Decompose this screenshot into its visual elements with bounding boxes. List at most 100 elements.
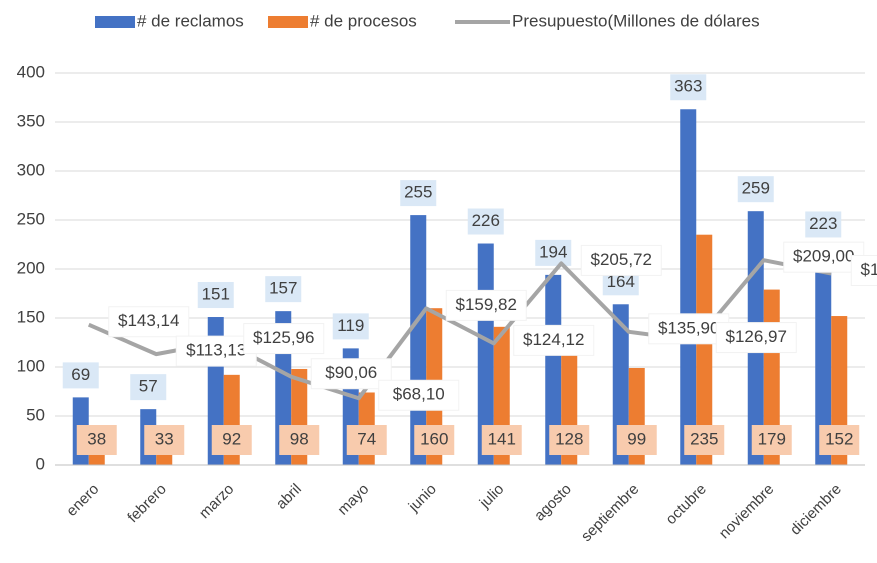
data-label: 119	[337, 316, 364, 335]
data-label-box	[715, 322, 797, 354]
x-tick-label: abril	[273, 481, 305, 513]
data-label-box	[130, 374, 167, 401]
y-tick-label: 100	[17, 356, 45, 375]
data-label-box	[535, 239, 572, 266]
data-label-box	[670, 74, 707, 101]
x-tick-label: junio	[405, 481, 440, 516]
data-label: 226	[472, 211, 500, 230]
data-label-box	[76, 425, 117, 455]
x-tick-label: diciembre	[787, 481, 845, 539]
y-tick-label: 400	[17, 62, 45, 81]
data-label: 164	[607, 272, 635, 291]
data-label: 98	[290, 429, 309, 448]
data-label: 57	[139, 377, 158, 396]
data-label-box	[616, 425, 657, 455]
bar	[696, 234, 713, 465]
data-label-box	[467, 208, 504, 235]
data-label-box	[684, 425, 725, 455]
data-label: 92	[222, 429, 241, 448]
legend-label: # de reclamos	[137, 11, 244, 30]
data-label: $143,14	[118, 311, 179, 330]
data-label-box	[549, 425, 590, 455]
data-label-box	[737, 176, 774, 203]
data-label-box	[108, 306, 190, 338]
data-label: 223	[809, 214, 837, 233]
data-label: 141	[488, 429, 516, 448]
data-label-box	[62, 362, 99, 389]
y-tick-label: 150	[17, 307, 45, 326]
data-label-box	[332, 313, 369, 340]
legend-label: # de procesos	[310, 11, 417, 30]
data-label: $205,72	[591, 250, 652, 269]
legend-key	[268, 16, 308, 28]
y-tick-label: 350	[17, 111, 45, 130]
data-label-box	[850, 255, 877, 287]
data-label: $126,97	[726, 327, 787, 346]
data-label: 235	[690, 429, 718, 448]
bar	[815, 246, 832, 465]
data-label: 38	[87, 429, 106, 448]
bar	[545, 274, 562, 465]
data-label-box	[805, 211, 842, 238]
x-tick-label: agosto	[531, 481, 575, 525]
data-label: 194	[539, 242, 567, 261]
bar	[612, 304, 629, 465]
data-label: $113,13	[186, 341, 246, 360]
data-label: 99	[627, 429, 646, 448]
data-label-box	[243, 323, 325, 355]
data-label: 69	[71, 365, 90, 384]
data-label: $195,39	[861, 260, 877, 279]
data-label-box	[211, 425, 252, 455]
data-label: 363	[674, 77, 702, 96]
y-tick-label: 0	[36, 454, 45, 473]
data-label: 74	[357, 429, 376, 448]
data-label: $135,90	[658, 318, 719, 337]
bar	[680, 109, 697, 465]
data-label: $209,00	[793, 247, 854, 266]
data-label: 255	[404, 183, 432, 202]
x-tick-label: julio	[476, 481, 508, 513]
data-label-box	[265, 276, 302, 303]
y-tick-label: 300	[17, 160, 45, 179]
data-label-box	[310, 358, 392, 390]
data-label: 128	[555, 429, 583, 448]
data-label: $124,12	[523, 330, 584, 349]
data-label: $68,10	[393, 385, 445, 404]
data-label-box	[580, 244, 662, 276]
data-label-box	[481, 425, 522, 455]
data-label-box	[400, 180, 437, 207]
data-label: 160	[420, 429, 448, 448]
x-tick-label: enero	[63, 481, 102, 520]
x-tick-label: marzo	[196, 481, 237, 522]
x-tick-label: febrero	[124, 481, 170, 527]
legend-label: Presupuesto(Millones de dólares	[512, 11, 760, 30]
data-label-box	[346, 425, 387, 455]
y-tick-label: 250	[17, 209, 45, 228]
data-label-box	[819, 425, 860, 455]
data-label-box	[414, 425, 455, 455]
legend-key	[95, 16, 135, 28]
data-label-box	[751, 425, 792, 455]
y-tick-label: 200	[17, 258, 45, 277]
x-tick-label: noviembre	[716, 481, 778, 543]
data-label: 179	[758, 429, 786, 448]
data-label-box	[279, 425, 320, 455]
data-label: $125,96	[253, 328, 314, 347]
data-label-box	[197, 282, 234, 309]
data-label-box	[175, 335, 257, 367]
data-label-box	[513, 324, 595, 356]
data-label-box	[783, 241, 865, 273]
x-tick-label: septiembre	[578, 481, 642, 545]
data-label: $159,82	[456, 295, 517, 314]
data-label-box	[445, 289, 527, 321]
data-label-box	[378, 379, 460, 411]
data-label-box	[648, 313, 730, 345]
data-label-box	[144, 425, 185, 455]
data-label: 259	[742, 179, 770, 198]
data-label: 152	[825, 429, 853, 448]
x-tick-label: mayo	[334, 481, 372, 519]
data-label: 33	[155, 429, 174, 448]
data-label: 157	[269, 279, 297, 298]
data-label: $90,06	[325, 363, 377, 382]
